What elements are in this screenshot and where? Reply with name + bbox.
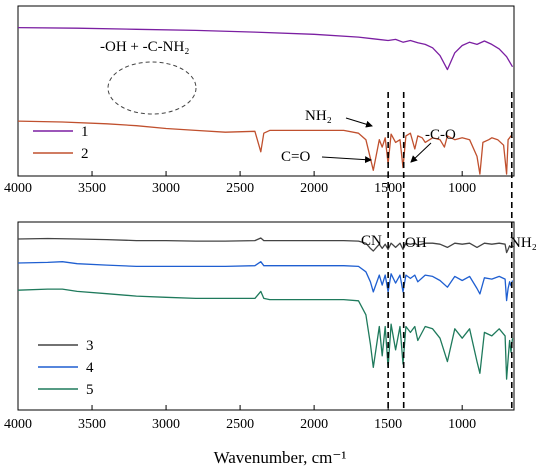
x-axis-title: Wavenumber, cm⁻¹ (214, 448, 347, 467)
x-tick-label: 3500 (78, 181, 106, 196)
oh-nh2-region-ellipse (107, 61, 197, 115)
x-tick-label: 2000 (300, 181, 328, 196)
x-tick-label: 1500 (374, 181, 402, 196)
top-series-group (17, 26, 514, 175)
legend-bottom: 3 4 5 (38, 338, 94, 398)
legend-label-5: 5 (86, 382, 94, 398)
c-o-arrow-label: -C-O (425, 127, 456, 143)
x-tick-label: 1000 (448, 181, 476, 196)
nh2-label: NH₂ (510, 235, 537, 251)
oh-nh2-region-label: -OH + -C-NH₂ (100, 39, 190, 55)
co-arrow-label: C=O (281, 149, 310, 165)
nh2-arrow (345, 117, 373, 128)
legend-label-3: 3 (86, 338, 94, 354)
nh2-arrow-label: NH₂ (305, 108, 332, 124)
bottom-x-axis: 4000 3500 3000 2500 2000 1500 1000 (4, 405, 476, 432)
x-tick-label: 2500 (226, 181, 254, 196)
x-tick-label: 3000 (152, 181, 180, 196)
series-line-3 (17, 237, 514, 254)
x-tick-label: 1000 (448, 417, 476, 432)
series-line-5 (17, 288, 514, 380)
x-tick-label: 2000 (300, 417, 328, 432)
dashed-marker-lines (387, 92, 513, 410)
legend-label-2: 2 (81, 146, 89, 162)
top-panel-frame (17, 5, 515, 177)
bottom-series-group (17, 237, 514, 380)
bottom-panel-frame (17, 221, 515, 411)
x-tick-label: 2500 (226, 417, 254, 432)
x-tick-label: 4000 (4, 417, 32, 432)
legend-label-1: 1 (81, 124, 89, 140)
series-line-4 (17, 261, 514, 302)
x-tick-label: 3500 (78, 417, 106, 432)
cn-label: CN (361, 233, 382, 249)
top-x-axis: 4000 3500 3000 2500 2000 1500 1000 (4, 171, 476, 196)
co-arrow (321, 156, 372, 164)
x-tick-label: 3000 (152, 417, 180, 432)
legend-label-4: 4 (86, 360, 94, 376)
series-line-2 (17, 120, 514, 175)
x-tick-label: 4000 (4, 181, 32, 196)
c-o-arrow (410, 142, 432, 163)
legend-top: 12 (33, 124, 89, 162)
oh-label: OH (405, 235, 427, 251)
x-tick-label: 1500 (374, 417, 402, 432)
series-line-1 (17, 26, 514, 71)
